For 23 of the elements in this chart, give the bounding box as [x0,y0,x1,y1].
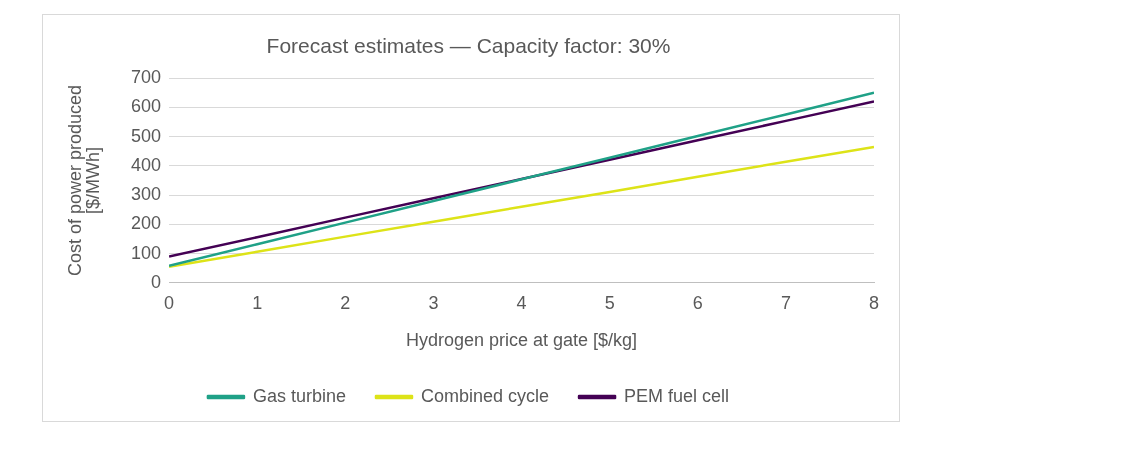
x-tick-label: 5 [604,292,615,313]
x-tick-label: 8 [868,292,880,313]
x-tick-label: 4 [516,292,527,313]
x-tick-label: 7 [780,292,791,313]
y-tick-label: 300 [130,184,162,205]
y-tick-label: 0 [151,271,162,292]
y-tick-label: 400 [130,154,162,175]
y-tick-label: 600 [130,96,162,117]
legend-label: PEM fuel cell [624,385,730,406]
chart-title: Forecast estimates — Capacity factor: 30% [266,34,671,58]
y-tick-label: 500 [130,125,162,146]
y-tick-label: 200 [130,213,162,234]
x-tick-label: 6 [692,292,703,313]
legend-label: Combined cycle [420,385,550,406]
y-tick-label: 700 [130,67,162,88]
x-axis-title: Hydrogen price at gate [$/kg] [405,330,638,351]
y-tick-label: 100 [130,242,162,263]
legend-label: Gas turbine [252,385,346,406]
x-tick-label: 2 [340,292,351,313]
x-tick-label: 0 [164,292,175,313]
x-tick-label: 1 [252,292,263,313]
y-axis-title: Cost of power produced [$/MWh] [64,84,103,277]
x-tick-label: 3 [428,292,439,313]
